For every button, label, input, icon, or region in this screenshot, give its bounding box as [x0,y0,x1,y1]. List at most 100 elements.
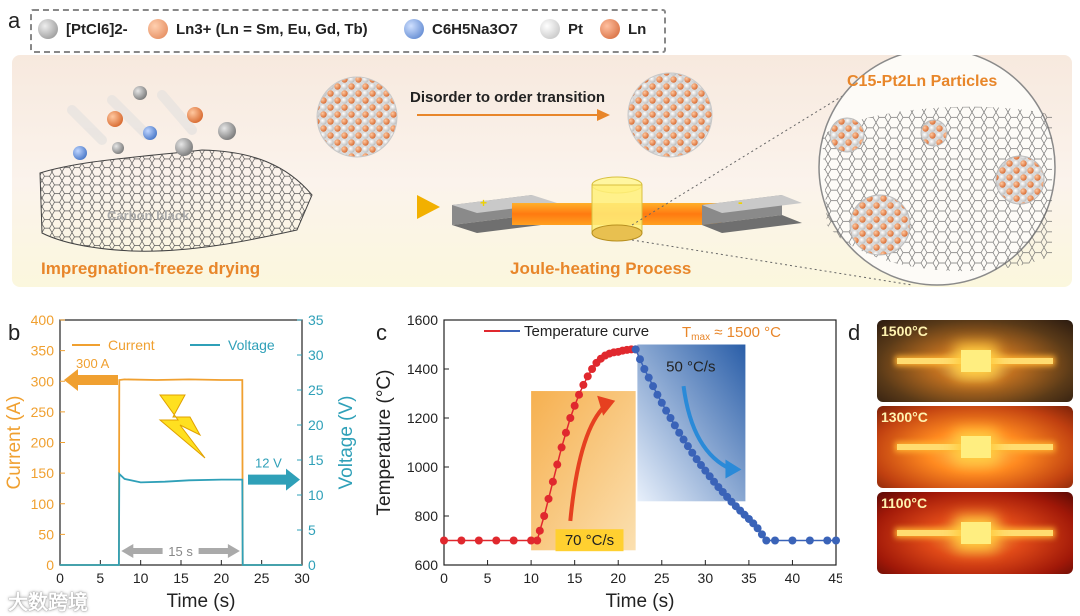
y-tick-label: 600 [415,557,439,573]
legend: [PtCl6]2- Ln3+ (Ln = Sm, Eu, Gd, Tb) C6H… [30,9,666,53]
y-left-tick-label: 100 [31,496,55,512]
legend-item-ptcl6: [PtCl6]2- [38,19,128,39]
ptcl6-ball-icon [38,19,58,39]
y-left-tick-label: 50 [38,526,54,542]
heating-point [492,536,501,545]
carbon-black-label: Carbon black [107,208,190,223]
cooling-point [640,365,649,373]
chart-c: 0 5 10 15 20 25 30 35 40 45 600 800 1000 1200 1400 1600… [374,312,842,612]
cooling-point [657,398,666,407]
lightning-icon [158,394,206,459]
y-tick-label: 1000 [407,459,438,475]
x-tick-label: 20 [214,570,230,586]
y-left-tick-label: 0 [46,557,54,573]
x-tick-label: 40 [785,570,801,586]
cooling-point [757,530,766,539]
heating-point [570,401,579,410]
legend-label: Ln3+ (Ln = Sm, Eu, Gd, Tb) [176,20,368,38]
photo-1300: 1300°C [877,406,1073,488]
heating-point [509,536,518,545]
step1-label: Impregnation-freeze drying [41,259,261,278]
electrode-minus: - [738,194,743,210]
tmax-label: Tmax ≈ 1500 °C [682,324,781,343]
heating-point [440,536,448,545]
ln-ball-icon [600,19,620,39]
legend-label: Ln [628,20,647,38]
particles-title: C15-Pt2Ln Particles [847,73,998,90]
transition-label: Disorder to order transition [410,89,606,106]
heating-point [548,477,557,486]
x-tick-label: 30 [698,570,714,586]
ln-ion-ball-icon [148,19,168,39]
ordered-particle [627,72,713,158]
x-axis-label: Time (s) [167,591,236,612]
y-left-tick-label: 150 [31,465,55,481]
cooling-point [653,390,662,399]
cooling-point [679,435,688,444]
y-left-tick-label: 250 [31,404,55,420]
heating-point [579,380,588,389]
legend-item-citrate: C6H5Na3O7 [404,19,518,39]
heating-point [535,526,544,535]
x-tick-label: 0 [440,570,448,586]
cooling-point [683,442,692,451]
x-tick-label: 45 [828,570,842,586]
x-tick-label: 15 [567,570,583,586]
panel-label-c: c [376,320,387,345]
cooling-point [692,455,701,464]
electrode-plus: + [480,196,487,210]
duration-label: 15 s [168,544,193,559]
cooling-point [753,524,762,533]
cooling-point [649,382,658,391]
chart-c-frame [443,319,837,566]
cooling-point [701,466,710,475]
cooling-point [788,536,797,545]
heating-arrow [568,404,607,522]
cooling-arrowhead [725,459,742,479]
photo-label: 1100°C [881,495,928,511]
y-right-tick-label: 30 [308,347,324,363]
cooling-point [696,461,705,470]
heating-point [557,443,566,452]
citrate-ball-icon [404,19,424,39]
photo-label: 1300°C [881,409,928,425]
x-tick-label: 10 [523,570,539,586]
x-tick-label: 35 [741,570,757,586]
y-right-tick-label: 15 [308,452,324,468]
heating-point [588,365,597,373]
x-tick-label: 20 [610,570,626,586]
heating-point [561,428,570,437]
y-axis-label: Temperature (°C) [374,370,395,516]
photo-1500: 1500°C [877,320,1073,402]
legend-label: [PtCl6]2- [66,20,128,38]
heating-region [531,391,636,551]
cooling-point [688,448,697,457]
legend-voltage-label: Voltage [228,337,275,353]
panel-label-a: a [8,8,21,33]
heating-point [566,414,575,422]
voltage-value-label: 12 V [255,456,282,471]
schematic-panel: + - Carbon black Impregnation-freeze dry… [12,55,1072,287]
y-right-tick-label: 10 [308,487,324,503]
x-tick-label: 10 [133,570,149,586]
cooling-point [832,536,840,545]
y-tick-label: 1200 [407,410,438,426]
photo-label: 1500°C [881,323,928,339]
y-right-tick-label: 0 [308,557,316,573]
y-tick-label: 1600 [407,312,438,328]
current-value-label: 300 A [76,356,110,371]
panel-label-d: d [848,320,861,345]
voltage-arrow [248,468,300,491]
x-tick-label: 0 [56,570,64,586]
heating-point [474,536,483,545]
cooling-point [644,373,653,382]
y-right-tick-label: 25 [308,382,324,398]
cooling-rate-label: 50 °C/s [666,358,715,375]
y-left-axis-label: Current (A) [4,396,25,490]
panel-label-b: b [8,320,21,345]
step2-label: Joule-heating Process [510,259,692,278]
disordered-particle [316,76,398,158]
cooling-point [805,536,814,545]
process-arrow [310,195,440,219]
cooling-point [705,472,714,481]
